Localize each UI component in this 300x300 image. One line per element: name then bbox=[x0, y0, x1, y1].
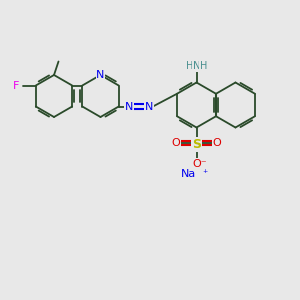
Text: N: N bbox=[145, 101, 153, 112]
Text: ⁺: ⁺ bbox=[202, 169, 208, 179]
Text: N: N bbox=[125, 101, 134, 112]
Text: N: N bbox=[96, 70, 105, 80]
Text: N: N bbox=[193, 61, 201, 71]
Text: Na: Na bbox=[181, 169, 196, 179]
Text: O: O bbox=[212, 138, 221, 148]
Text: O: O bbox=[172, 138, 181, 148]
Text: S: S bbox=[192, 138, 201, 151]
Text: H: H bbox=[186, 61, 194, 71]
Text: H: H bbox=[200, 61, 207, 71]
Text: F: F bbox=[13, 80, 20, 91]
Text: O⁻: O⁻ bbox=[193, 159, 207, 169]
